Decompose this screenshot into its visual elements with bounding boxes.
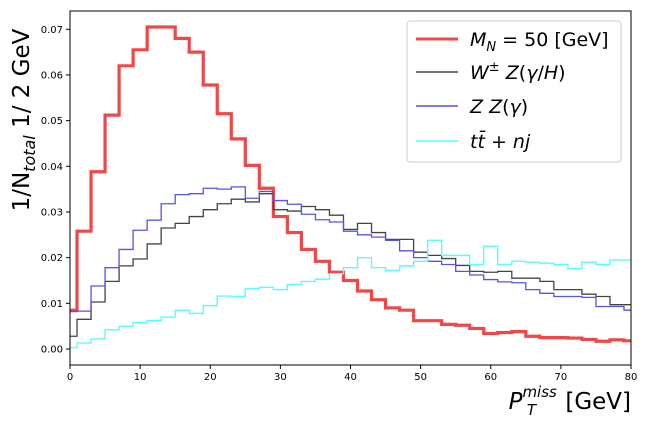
legend: MN = 50 [GeV] W± Z(γ/H) Z Z(γ) tt̄ + nj [406,20,622,163]
x-tick-label: 80 [625,372,638,383]
legend-frame [406,20,622,163]
y-axis: 0.00 0.01 0.02 0.03 0.04 0.05 0.06 0.07 [41,25,70,356]
legend-label-ttbar: tt̄ + nj [470,129,531,153]
y-tick-label: 0.06 [41,70,63,81]
series-line-3 [70,186,631,313]
x-axis: 0 10 20 30 40 50 60 70 80 [67,365,638,383]
series-line-2 [70,193,631,337]
legend-label-mn50: MN = 50 [GeV] [470,29,609,55]
x-tick-label: 60 [484,372,497,383]
y-axis-title: 1/Ntotal 1/ 2 GeV [9,28,39,211]
x-axis-title: Pmiss T [GeV] [509,383,631,419]
legend-label-zz: Z Z(γ) [469,96,528,118]
y-tick-label: 0.04 [41,162,63,173]
x-tick-label: 10 [134,372,147,383]
y-tick-label: 0.01 [41,299,63,310]
x-tick-label: 20 [204,372,217,383]
y-tick-label: 0.07 [41,25,63,36]
series-line-1 [70,25,631,343]
x-tick-label: 50 [414,372,427,383]
x-tick-label: 40 [344,372,357,383]
x-tick-label: 30 [274,372,287,383]
x-tick-label: 0 [67,372,73,383]
series-line-4 [70,239,631,349]
y-tick-label: 0.00 [41,345,63,356]
y-tick-label: 0.05 [41,116,63,127]
y-tick-label: 0.02 [41,253,63,264]
y-tick-label: 0.03 [41,207,63,218]
legend-label-wz: W± Z(γ/H) [470,60,566,84]
x-tick-label: 70 [555,372,568,383]
plot-series [70,25,631,349]
